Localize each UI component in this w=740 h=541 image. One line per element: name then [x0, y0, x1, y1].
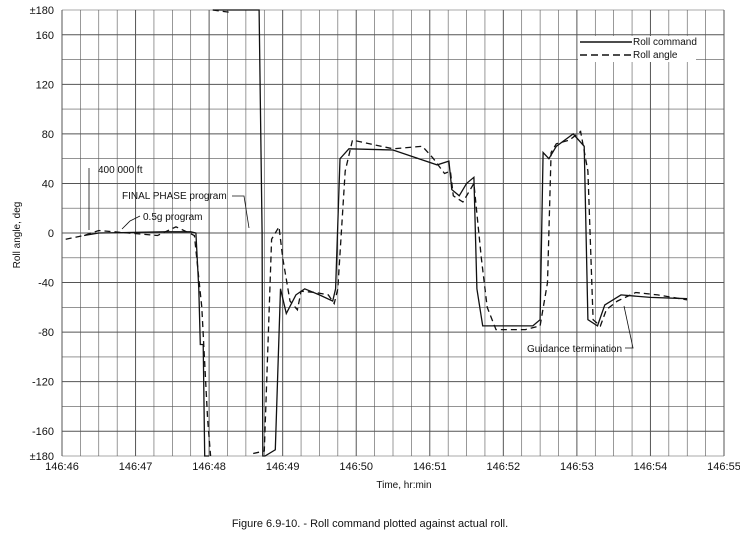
x-tick-label: 146:52: [487, 461, 521, 473]
x-tick-label: 146:55: [707, 461, 740, 473]
x-tick-label: 146:47: [119, 461, 153, 473]
y-axis-label: Roll angle, deg: [12, 202, 23, 269]
series-roll-angle-line: [212, 9, 232, 14]
series-roll-angle-line: [253, 130, 688, 455]
y-tick-label: -40: [38, 278, 54, 290]
x-axis-label: Time, hr:min: [376, 480, 431, 491]
y-tick-label: 80: [42, 129, 54, 141]
annotation-0-5g-leader: [121, 215, 141, 230]
annotation-guidance-termination-leader: [623, 305, 634, 349]
y-tick-label: 120: [36, 79, 54, 91]
legend: Roll command Roll angle: [578, 36, 697, 62]
series-roll-command-line: [212, 9, 688, 457]
y-tick-label: -120: [32, 377, 54, 389]
x-tick-label: 146:49: [266, 461, 300, 473]
annotation-guidance-termination: Guidance termination: [527, 344, 622, 355]
annotation-final-phase-leader: [232, 195, 250, 229]
legend-label-roll-command: Roll command: [633, 37, 697, 48]
legend-box: [578, 36, 696, 62]
x-tick-label: 146:54: [634, 461, 668, 473]
figure-caption: Figure 6.9-10. - Roll command plotted ag…: [231, 518, 509, 530]
y-tick-label: 40: [42, 178, 54, 190]
y-tick-label: 160: [36, 30, 54, 42]
x-tick-labels: 146:46 146:47 146:48 146:49 146:50 146:51 146:…: [45, 461, 740, 473]
series-roll-angle-line: [65, 226, 212, 457]
series-lines: [65, 9, 688, 457]
y-tick-labels: ±180 160 120 80 40 0 -40 -80 -120 -160 ±180: [30, 5, 54, 463]
x-tick-label: 146:48: [192, 461, 226, 473]
legend-label-roll-angle: Roll angle: [633, 50, 678, 61]
grid: [61, 9, 725, 457]
annotation-0-5g: 0.5g program: [143, 212, 202, 223]
x-tick-label: 146:46: [45, 461, 79, 473]
y-tick-label: ±180: [30, 451, 54, 463]
x-tick-label: 146:51: [413, 461, 447, 473]
y-tick-label: 0: [48, 228, 54, 240]
annotations: 400 000 ft FINAL PHASE program 0.5g prog…: [88, 165, 634, 355]
y-tick-label: -160: [32, 426, 54, 438]
annotation-400000ft: 400 000 ft: [98, 165, 143, 176]
series-roll-command-line: [83, 231, 210, 457]
y-tick-label: ±180: [30, 5, 54, 17]
y-tick-label: -80: [38, 327, 54, 339]
x-tick-label: 146:50: [339, 461, 373, 473]
x-tick-label: 146:53: [560, 461, 594, 473]
annotation-final-phase: FINAL PHASE program: [122, 191, 227, 202]
